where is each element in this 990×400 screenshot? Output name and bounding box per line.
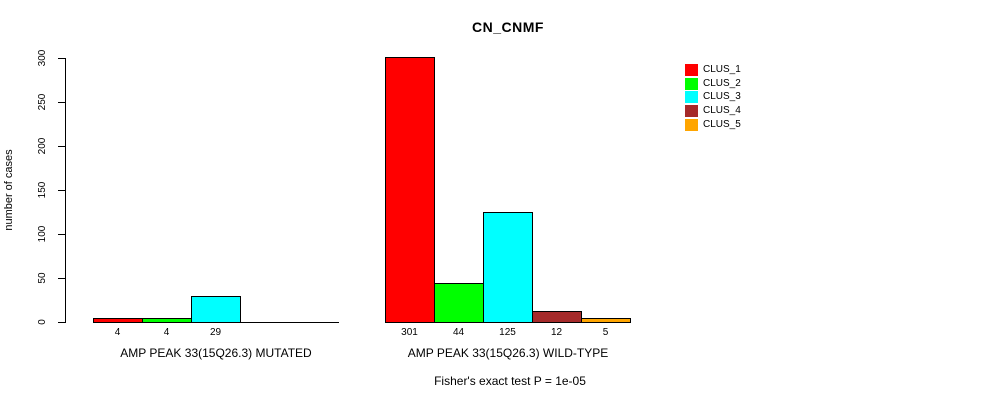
- bar-CLUS_3: [191, 296, 241, 323]
- y-axis-tick: [58, 102, 65, 103]
- bar-CLUS_1: [385, 57, 435, 323]
- y-axis-line: [65, 58, 66, 323]
- legend-swatch: [685, 77, 698, 90]
- bar-CLUS_3: [483, 212, 533, 323]
- bar-CLUS_5: [581, 318, 631, 323]
- legend-label: CLUS_3: [703, 91, 741, 103]
- bar-value-label: 4: [163, 327, 170, 338]
- bar-value-label: 29: [209, 327, 222, 338]
- legend-label: CLUS_5: [703, 118, 741, 130]
- y-tick-label: 250: [37, 93, 48, 111]
- chart-title: CN_CNMF: [472, 19, 544, 35]
- legend-item: CLUS_4: [685, 104, 741, 118]
- bar-CLUS_2: [142, 318, 192, 323]
- y-tick-label: 150: [37, 181, 48, 199]
- legend-item: CLUS_2: [685, 77, 741, 91]
- legend-swatch: [685, 63, 698, 76]
- bar-value-label: 4: [114, 327, 121, 338]
- legend: CLUS_1 CLUS_2 CLUS_3 CLUS_4 CLUS_5: [685, 63, 741, 131]
- y-axis-tick: [58, 58, 65, 59]
- legend-label: CLUS_2: [703, 77, 741, 89]
- legend-swatch: [685, 104, 698, 117]
- bar-value-label: 5: [602, 327, 609, 338]
- group-label-wild-type: AMP PEAK 33(15Q26.3) WILD-TYPE: [407, 346, 609, 360]
- y-axis-tick: [58, 322, 65, 323]
- bar-value-label: 125: [499, 327, 516, 338]
- y-tick-label: 50: [37, 272, 48, 284]
- y-axis-title: number of cases: [3, 149, 15, 231]
- y-tick-label: 100: [37, 225, 48, 243]
- legend-swatch: [685, 118, 698, 131]
- y-axis-tick: [58, 234, 65, 235]
- y-axis-tick: [58, 146, 65, 147]
- bar-value-label: 44: [452, 327, 465, 338]
- bar-CLUS_1: [93, 318, 143, 323]
- legend-swatch: [685, 91, 698, 104]
- legend-label: CLUS_4: [703, 104, 741, 116]
- fisher-test-annotation: Fisher's exact test P = 1e-05: [434, 374, 586, 388]
- y-axis-tick: [58, 190, 65, 191]
- y-tick-label: 200: [37, 137, 48, 155]
- bar-CLUS_4: [532, 311, 582, 323]
- y-tick-label: 0: [37, 319, 48, 325]
- y-axis-tick: [58, 278, 65, 279]
- group-label-mutated: AMP PEAK 33(15Q26.3) MUTATED: [120, 346, 312, 360]
- legend-label: CLUS_1: [703, 63, 741, 75]
- bar-value-label: 301: [401, 327, 418, 338]
- y-tick-label: 300: [37, 49, 48, 67]
- legend-item: CLUS_3: [685, 90, 741, 104]
- bar-CLUS_2: [434, 283, 484, 323]
- bar-value-label: 12: [550, 327, 563, 338]
- legend-item: CLUS_1: [685, 63, 741, 77]
- legend-item: CLUS_5: [685, 118, 741, 132]
